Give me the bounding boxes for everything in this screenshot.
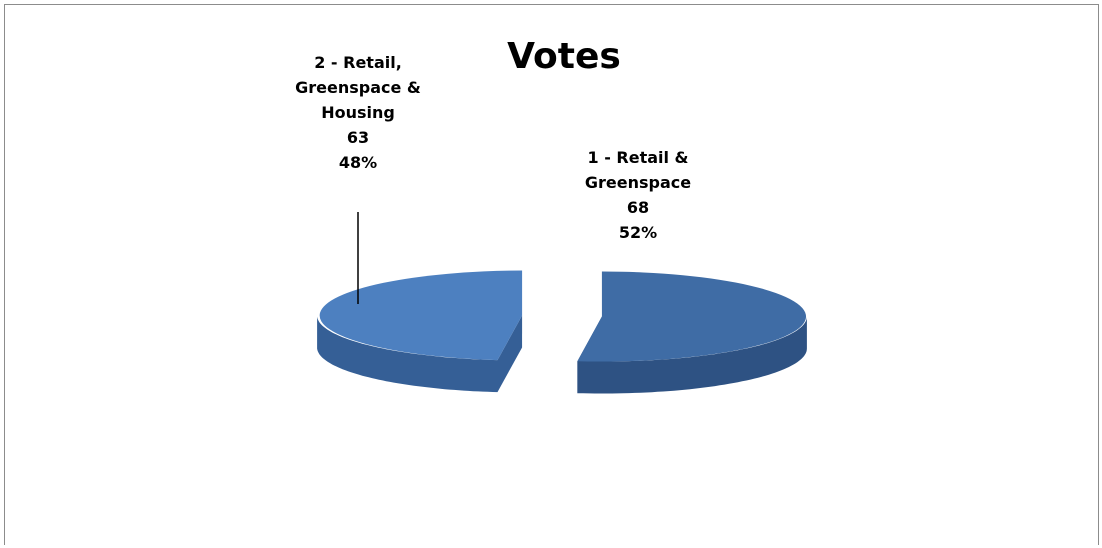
slice-label-1-line-2: Greenspace: [584, 173, 692, 192]
pie-slice-1-side: [577, 316, 807, 394]
pie-slice-1-top: [577, 271, 807, 362]
slice-percent-2: 48%: [338, 153, 378, 172]
chart-frame: [4, 4, 1099, 545]
pie-slice-2-edge-1: [497, 315, 523, 393]
slice-value-1: 68: [626, 198, 650, 217]
pie-slice-2-side: [317, 315, 498, 393]
chart-title: Votes: [507, 36, 621, 77]
pie-slice-2-top: [319, 270, 523, 361]
slice-label-1: 1 - Retail & Greenspace 68 52%: [548, 145, 728, 245]
pie-slice-2: [317, 270, 523, 393]
pie-slice-1: [577, 271, 807, 394]
slice-label-2-line-1: 2 - Retail,: [314, 53, 402, 72]
slice-percent-1: 52%: [618, 223, 658, 242]
slice-label-2: 2 - Retail, Greenspace & Housing 63 48%: [268, 50, 448, 175]
slice-label-2-line-3: Housing: [321, 103, 395, 122]
slice-label-1-line-1: 1 - Retail &: [587, 148, 689, 167]
slice-label-2-line-2: Greenspace &: [295, 78, 421, 97]
slice-value-2: 63: [346, 128, 370, 147]
